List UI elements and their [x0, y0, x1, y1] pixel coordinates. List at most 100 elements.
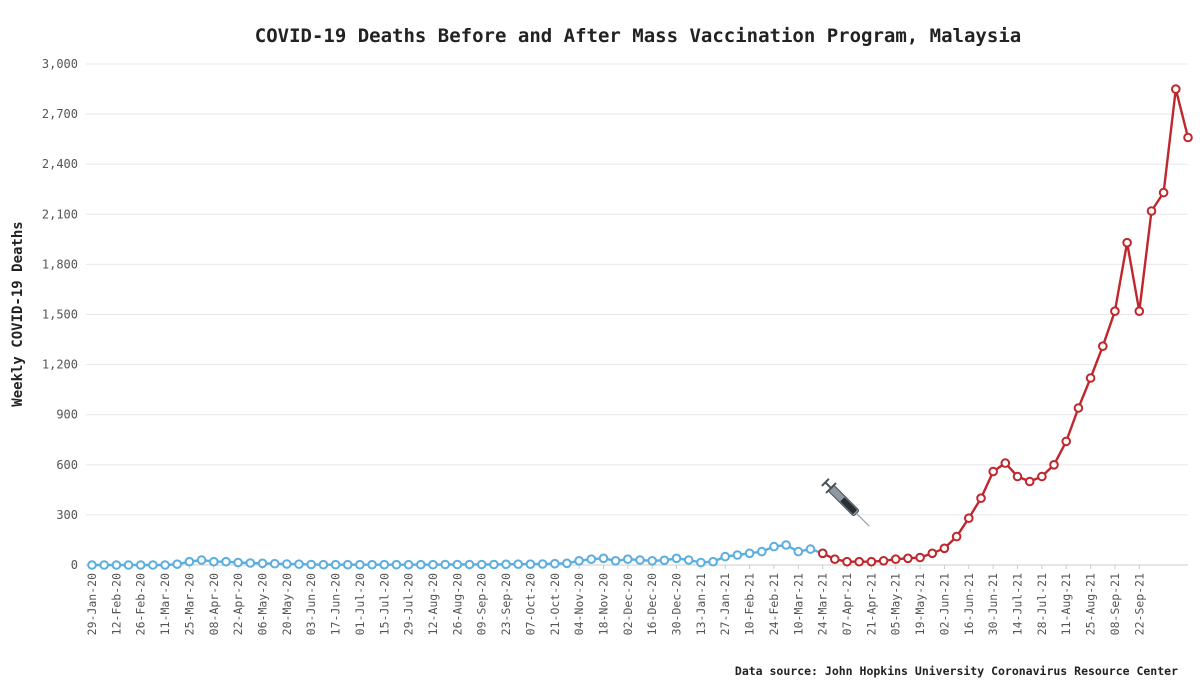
x-tick-label: 16-Jun-21	[962, 573, 976, 635]
series-line	[822, 87, 1190, 563]
data-point	[744, 548, 755, 559]
data-point	[184, 556, 195, 567]
data-point	[1061, 436, 1071, 447]
data-point	[635, 555, 645, 565]
x-tick-label: 21-Apr-21	[864, 573, 878, 635]
data-point	[890, 554, 901, 565]
series	[87, 84, 1193, 570]
data-point	[1146, 206, 1157, 216]
data-point	[403, 559, 414, 570]
x-tick-label: 07-Oct-20	[523, 573, 537, 635]
y-tick-label: 2,100	[42, 207, 78, 221]
data-point	[1085, 373, 1096, 383]
data-point	[87, 560, 97, 570]
data-point	[1110, 306, 1120, 317]
data-point	[732, 550, 743, 560]
data-point	[866, 556, 877, 567]
data-point	[330, 559, 341, 570]
data-point	[708, 556, 718, 567]
x-tick-label: 06-May-20	[255, 573, 269, 635]
x-tick-label: 03-Jun-20	[304, 573, 318, 635]
data-point	[683, 555, 694, 565]
y-tick-labels: 0 300 600 900 1,200 1,500 1,800 2,100 2,400 2,700…	[42, 57, 78, 572]
data-point	[781, 540, 791, 550]
data-point	[842, 556, 852, 567]
x-tick-label: 05-May-21	[889, 573, 903, 635]
data-point	[513, 559, 524, 570]
x-tick-label: 13-Jan-21	[694, 573, 708, 635]
x-tick-label: 22-Apr-20	[231, 573, 245, 635]
x-tick-labels: 29-Jan-20 12-Feb-20 26-Feb-20 11-Mar-20 25-M…	[85, 565, 1146, 635]
data-point	[452, 559, 463, 570]
x-tick-label: 01-Jul-20	[353, 573, 367, 635]
data-point	[367, 559, 377, 570]
x-tick-label: 28-Jul-21	[1035, 573, 1049, 635]
data-point	[99, 560, 109, 570]
data-point	[550, 558, 560, 569]
data-point	[464, 559, 475, 570]
x-tick-label: 07-Apr-21	[840, 573, 854, 635]
data-point	[951, 531, 962, 542]
gridlines	[86, 63, 1188, 566]
data-point	[671, 553, 682, 564]
x-tick-label: 04-Nov-20	[572, 573, 586, 635]
data-point	[805, 544, 816, 554]
data-point	[1122, 237, 1132, 248]
data-point	[1049, 460, 1059, 470]
y-tick-label: 900	[56, 408, 78, 422]
syringe-icon	[821, 478, 870, 527]
data-point	[160, 560, 170, 570]
data-point	[209, 556, 219, 567]
data-point	[988, 466, 999, 477]
data-point	[830, 554, 840, 565]
data-point	[537, 559, 548, 569]
x-tick-label: 26-Feb-20	[134, 573, 148, 635]
data-point	[355, 559, 365, 570]
y-tick-label: 1,200	[42, 358, 78, 372]
data-point	[111, 560, 122, 570]
y-tick-label: 2,400	[42, 157, 78, 171]
data-point	[269, 558, 280, 569]
data-point	[623, 554, 633, 565]
data-point	[1171, 84, 1181, 94]
data-point	[562, 558, 572, 569]
data-point	[927, 548, 938, 559]
data-point	[1073, 403, 1084, 413]
data-point	[233, 557, 243, 568]
data-point	[610, 556, 621, 566]
x-tick-label: 30-Jun-21	[986, 573, 1000, 635]
x-tick-label: 18-Nov-20	[596, 573, 610, 635]
x-tick-label: 14-Jul-21	[1011, 573, 1025, 635]
data-point	[148, 560, 158, 570]
x-tick-label: 30-Dec-20	[670, 573, 684, 635]
data-point	[501, 559, 511, 570]
data-point	[245, 558, 256, 568]
data-point	[878, 556, 889, 566]
data-point	[903, 553, 913, 564]
data-point	[574, 556, 584, 566]
data-point	[135, 560, 146, 570]
x-tick-label: 11-Aug-21	[1059, 573, 1073, 635]
data-point	[416, 559, 426, 570]
x-tick-label: 27-Jan-21	[718, 573, 732, 635]
source-note: Data source: John Hopkins University Cor…	[735, 664, 1178, 678]
data-point	[221, 556, 231, 567]
data-point	[428, 559, 438, 570]
data-point	[1000, 458, 1011, 468]
y-tick-label: 1,800	[42, 257, 78, 271]
x-tick-label: 23-Sep-20	[499, 573, 513, 635]
x-tick-label: 19-May-21	[913, 573, 927, 635]
data-point	[757, 546, 767, 557]
x-tick-label: 29-Jul-20	[402, 573, 416, 635]
data-point	[525, 559, 536, 570]
data-point	[1012, 471, 1023, 482]
x-tick-label: 22-Sep-21	[1132, 573, 1146, 635]
data-point	[306, 559, 317, 570]
x-tick-label: 24-Mar-21	[816, 573, 830, 635]
x-tick-label: 02-Dec-20	[621, 573, 635, 635]
data-point	[964, 513, 974, 524]
data-point	[1037, 471, 1047, 482]
x-tick-label: 10-Mar-21	[791, 573, 805, 635]
data-point	[172, 559, 182, 570]
